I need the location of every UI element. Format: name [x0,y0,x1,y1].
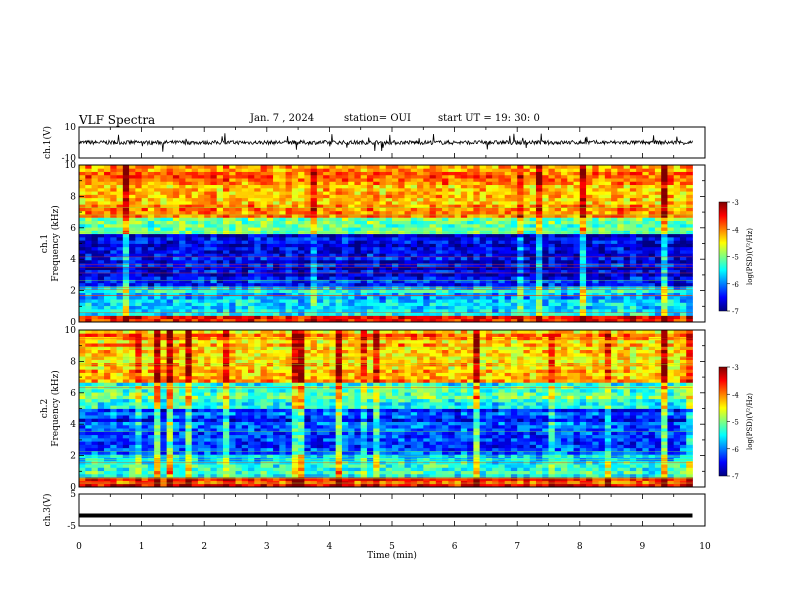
panel-frame [78,164,706,323]
spectrogram-cells [79,330,693,488]
x-tick-label: 10 [699,542,711,552]
colorbar-tick-label: -4 [732,391,739,399]
colorbar-tick-label: -5 [732,419,739,427]
colorbar-tick-label: -7 [732,473,739,481]
x-tick-label: 5 [389,542,395,552]
colorbar-tick-label: -3 [732,364,739,372]
y-tick-label: 10 [65,161,77,171]
y-tick-label: 2 [70,287,76,297]
y-tick-label: -10 [62,154,77,164]
y-tick-label: 8 [70,192,76,202]
x-tick-label: 8 [577,542,583,552]
colorbar-tick-label: -6 [732,446,739,454]
y-tick-label: 10 [65,123,77,133]
panel-frame [78,126,706,159]
x-tick-label: 3 [264,542,270,552]
y-tick-label: 5 [70,490,76,500]
station-label: station= OUI [344,113,411,124]
x-tick-label: 7 [514,542,520,552]
x-tick-label: 6 [452,542,458,552]
start-time-label: start UT = 19: 30: 0 [438,113,540,124]
spectrogram-cells [79,165,693,323]
chart-title: VLF Spectra [79,113,156,127]
colorbar-tick-label: -3 [732,199,739,207]
x-tick-label: 9 [640,542,646,552]
y-tick-label: 4 [70,255,76,265]
x-axis-label: Time (min) [367,550,417,561]
y-tick-label: 0 [70,483,76,493]
x-tick-label: 0 [76,542,82,552]
y-tick-label: 8 [70,357,76,367]
y-tick-label: -5 [67,522,76,532]
x-tick-label: 2 [201,542,207,552]
colorbar-label: log(PSD)(V²/Hz) [746,228,754,285]
colorbar-label: log(PSD)(V²/Hz) [746,393,754,450]
y-tick-label: 6 [70,389,76,399]
colorbar [718,366,728,477]
colorbar-tick-label: -6 [732,281,739,289]
y-axis-label: ch.3(V) [42,494,53,527]
y-axis-label-channel: ch.2 [40,399,50,418]
date-label: Jan. 7 , 2024 [250,113,315,124]
panel-frame [78,493,706,527]
panel-frame [78,329,706,488]
y-axis-label-frequency: Frequency (kHz) [50,205,61,282]
ch1-waveform-line [78,133,693,152]
y-tick-label: 6 [70,224,76,234]
y-tick-label: 0 [70,318,76,328]
colorbar-tick-label: -7 [732,308,739,316]
colorbar-tick-label: -4 [732,226,739,234]
y-tick-label: 2 [70,452,76,462]
x-tick-label: 4 [327,542,333,552]
y-tick-label: 4 [70,420,76,430]
y-axis-label: ch.1(V) [42,126,53,159]
x-tick-label: 1 [139,542,145,552]
colorbar [718,201,728,312]
y-axis-label-frequency: Frequency (kHz) [50,370,61,447]
colorbar-tick-label: -5 [732,254,739,262]
y-axis-label-channel: ch.1 [40,234,50,253]
y-tick-label: 10 [65,326,77,336]
